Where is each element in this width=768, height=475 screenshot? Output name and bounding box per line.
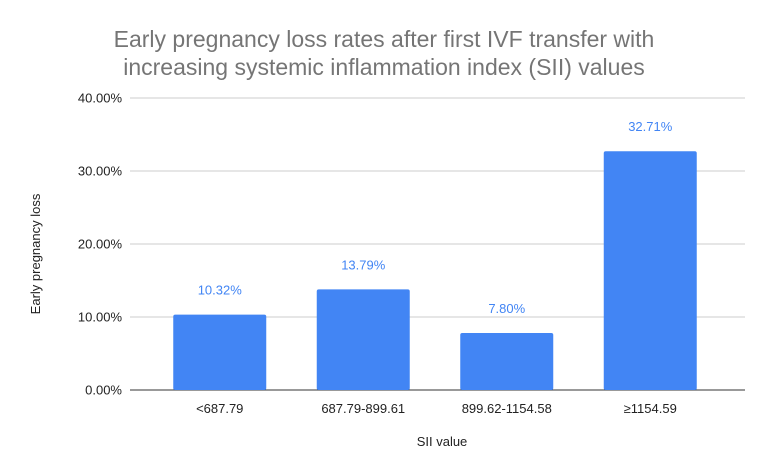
x-axis-ticks: <687.79 687.79-899.61 899.62-1154.58 ≥1154.… bbox=[196, 401, 677, 416]
chart-title: Early pregnancy loss rates after first I… bbox=[114, 26, 655, 80]
y-tick-label: 10.00% bbox=[78, 310, 123, 325]
x-axis-title: SII value bbox=[417, 434, 468, 449]
chart-title-line-2: increasing systemic inflammation index (… bbox=[123, 54, 645, 80]
data-label: 13.79% bbox=[341, 257, 386, 272]
data-label: 10.32% bbox=[198, 283, 243, 298]
x-tick-label: ≥1154.59 bbox=[624, 401, 677, 416]
data-labels: 10.32% 13.79% 7.80% 32.71% bbox=[198, 119, 673, 316]
bar bbox=[316, 289, 410, 390]
y-axis-ticks: 0.00% 10.00% 20.00% 30.00% 40.00% bbox=[78, 91, 123, 398]
x-tick-label: <687.79 bbox=[196, 401, 243, 416]
y-tick-label: 30.00% bbox=[78, 164, 123, 179]
x-tick-label: 899.62-1154.58 bbox=[462, 401, 552, 416]
chart-title-line-1: Early pregnancy loss rates after first I… bbox=[114, 26, 655, 52]
y-tick-label: 0.00% bbox=[85, 383, 122, 398]
y-tick-label: 20.00% bbox=[78, 237, 123, 252]
data-label: 32.71% bbox=[628, 119, 673, 134]
y-axis-title: Early pregnancy loss bbox=[28, 193, 43, 314]
bar bbox=[460, 333, 554, 390]
bar bbox=[603, 151, 697, 390]
data-label: 7.80% bbox=[488, 301, 525, 316]
bar bbox=[173, 314, 267, 390]
bars bbox=[173, 151, 697, 390]
y-tick-label: 40.00% bbox=[78, 91, 123, 106]
x-tick-label: 687.79-899.61 bbox=[321, 401, 405, 416]
